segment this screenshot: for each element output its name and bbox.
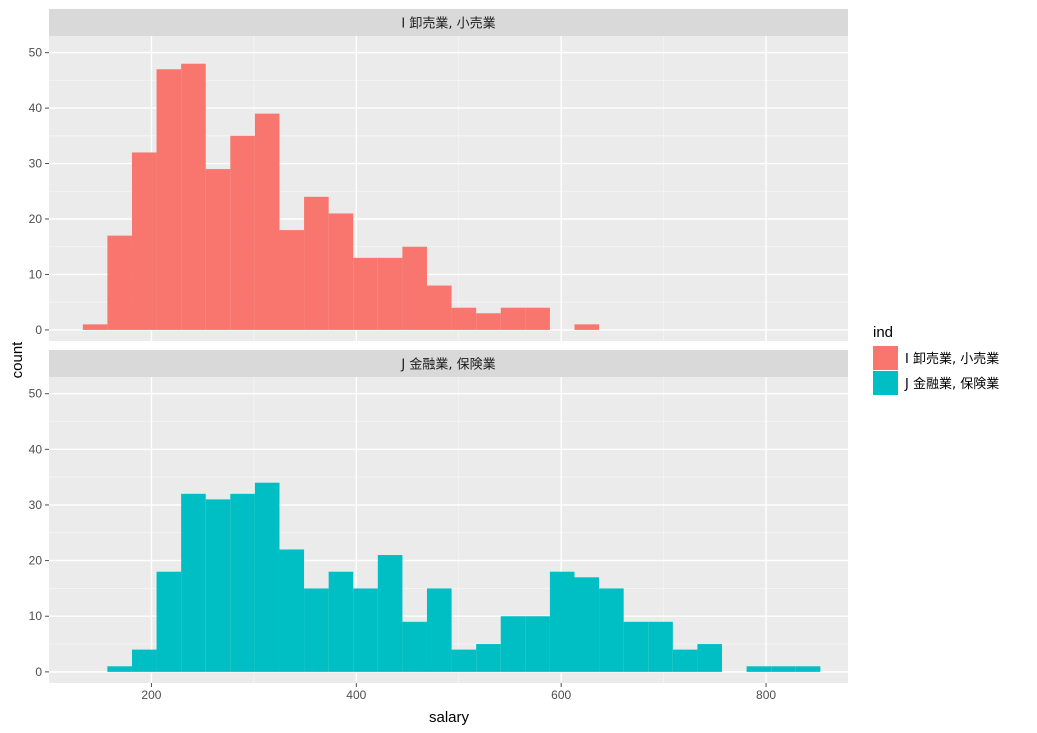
facet-strip-label: J 金融業, 保険業 xyxy=(400,357,495,373)
histogram-bar xyxy=(254,482,280,672)
x-axis-title: salary xyxy=(429,709,470,726)
histogram-bar xyxy=(402,621,427,672)
x-tick-label: 200 xyxy=(141,688,161,702)
facet-strip-label: I 卸売業, 小売業 xyxy=(401,16,495,32)
histogram-bar xyxy=(672,649,698,672)
histogram-bar xyxy=(107,666,132,672)
histogram-bar xyxy=(205,499,231,672)
histogram-bar xyxy=(377,555,403,672)
y-tick-label: 30 xyxy=(29,157,43,171)
histogram-bar xyxy=(279,549,305,672)
histogram-bar xyxy=(131,152,157,330)
legend-key xyxy=(873,346,898,370)
histogram-bar xyxy=(599,588,624,672)
legend-label: I 卸売業, 小売業 xyxy=(905,351,999,367)
y-tick-label: 40 xyxy=(29,101,43,115)
facet-panels: I 卸売業, 小売業 0 10 20 30 40 50 J 金融業, 保険業 0 10 20 30 40… xyxy=(29,9,848,702)
facet-strip xyxy=(49,9,848,36)
x-tick-label: 600 xyxy=(551,688,571,702)
histogram-bar xyxy=(205,169,231,330)
facet-panel: I 卸売業, 小売業 0 10 20 30 40 50 xyxy=(29,9,848,341)
legend-key xyxy=(873,371,898,395)
histogram-bar xyxy=(697,644,723,672)
histogram-bar xyxy=(107,235,132,330)
histogram-bar xyxy=(771,666,796,672)
y-tick-label: 0 xyxy=(35,323,42,337)
histogram-bar xyxy=(795,666,821,672)
legend-label: J 金融業, 保険業 xyxy=(904,376,999,392)
histogram-bar xyxy=(328,213,354,330)
facet-panel: J 金融業, 保険業 0 10 20 30 40 50 200 400 600 800 xyxy=(29,350,848,702)
histogram-bar xyxy=(746,666,772,672)
histogram-bar xyxy=(451,649,477,672)
facet-strip xyxy=(49,350,848,377)
y-tick-label: 10 xyxy=(29,267,43,281)
histogram-bar xyxy=(500,307,526,330)
histogram-bar xyxy=(156,571,182,672)
histogram-bar xyxy=(353,257,378,330)
y-tick-label: 50 xyxy=(29,46,43,60)
histogram-bar xyxy=(500,616,526,672)
legend-title: ind xyxy=(873,324,893,341)
histogram-bar xyxy=(574,324,600,330)
histogram-bar xyxy=(525,307,550,330)
histogram-bar xyxy=(353,588,378,672)
histogram-bar xyxy=(623,621,649,672)
histogram-bar xyxy=(648,621,673,672)
histogram-bar xyxy=(426,285,452,330)
histogram-bar xyxy=(181,63,206,330)
histogram-bar xyxy=(377,257,403,330)
y-tick-label: 20 xyxy=(29,212,43,226)
histogram-bar xyxy=(181,493,206,672)
histogram-bar xyxy=(574,577,600,672)
histogram-bar xyxy=(476,644,501,672)
histogram-bar xyxy=(328,571,354,672)
histogram-bar xyxy=(304,196,329,330)
x-tick-label: 400 xyxy=(346,688,366,702)
y-axis-title: count xyxy=(9,341,26,379)
y-tick-label: 10 xyxy=(29,609,43,623)
histogram-bar xyxy=(156,69,182,330)
histogram-bar xyxy=(426,588,452,672)
y-tick-label: 40 xyxy=(29,442,43,456)
y-tick-label: 20 xyxy=(29,554,43,568)
legend: ind I 卸売業, 小売業 J 金融業, 保険業 xyxy=(873,324,999,395)
histogram-bar xyxy=(549,571,575,672)
histogram-bar xyxy=(131,649,157,672)
histogram-bar xyxy=(451,307,477,330)
histogram-bar xyxy=(525,616,550,672)
histogram-bar xyxy=(476,313,501,330)
histogram-bar xyxy=(230,135,255,330)
histogram-bar xyxy=(304,588,329,672)
y-tick-label: 0 xyxy=(35,665,42,679)
histogram-bar xyxy=(230,493,255,672)
histogram-bar xyxy=(402,246,427,330)
y-tick-label: 30 xyxy=(29,498,43,512)
x-tick-label: 800 xyxy=(756,688,776,702)
histogram-bar xyxy=(82,324,108,330)
histogram-bar xyxy=(254,113,280,330)
histogram-bar xyxy=(279,230,305,330)
y-tick-label: 50 xyxy=(29,387,43,401)
